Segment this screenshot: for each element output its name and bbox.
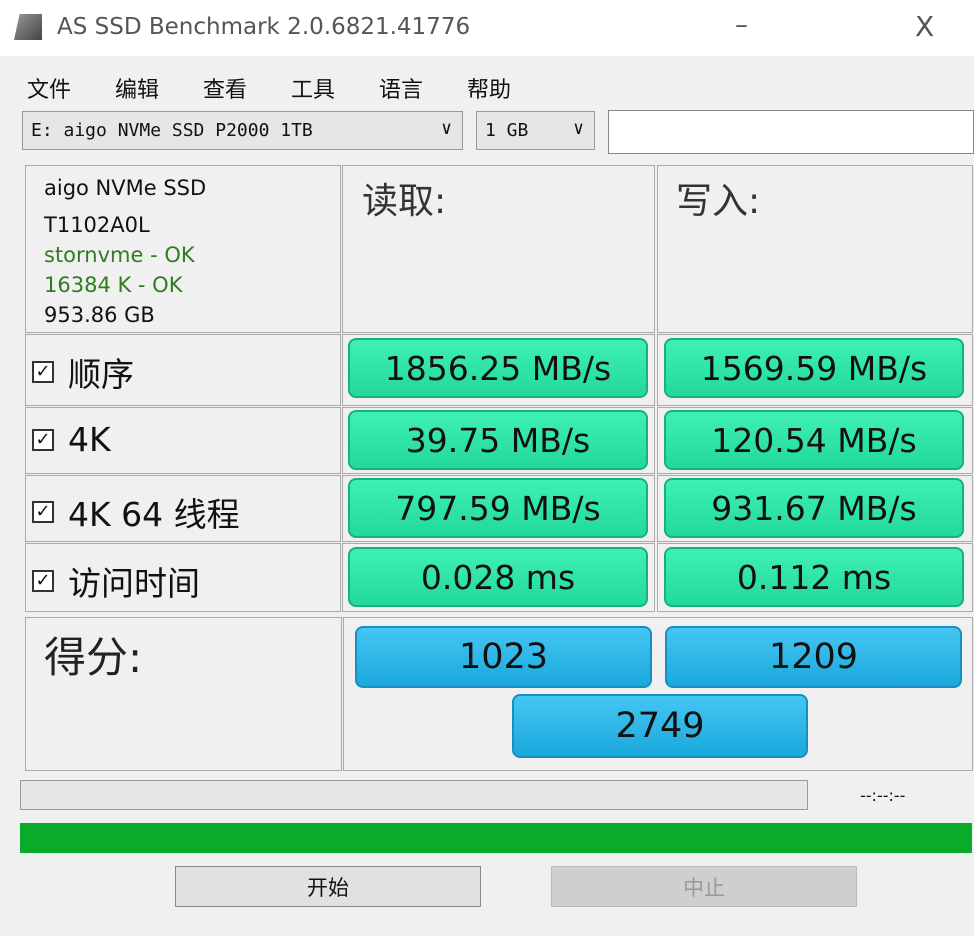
write-score: 1209 <box>665 626 962 688</box>
4k-checkbox[interactable]: ✓ 4K <box>32 420 111 459</box>
row-4k64 <box>25 475 341 542</box>
4k64-write-result: 931.67 MB/s <box>664 478 964 538</box>
window-title: AS SSD Benchmark 2.0.6821.41776 <box>57 14 471 40</box>
menu-tools[interactable]: 工具 <box>291 78 336 103</box>
write-header: 写入: <box>676 181 761 222</box>
row-seq <box>25 334 341 406</box>
total-score: 2749 <box>512 694 808 758</box>
checkbox-icon[interactable]: ✓ <box>32 361 54 383</box>
seq-write-result: 1569.59 MB/s <box>664 338 964 398</box>
4k64-checkbox[interactable]: ✓ 4K 64 线程 <box>32 488 240 536</box>
drive-select[interactable]: E: aigo NVMe SSD P2000 1TB ∨ <box>22 111 463 150</box>
chevron-down-icon: ∨ <box>573 118 584 139</box>
access-label: 访问时间 <box>68 564 200 603</box>
4k-read-result: 39.75 MB/s <box>348 410 648 470</box>
title-bar: AS SSD Benchmark 2.0.6821.41776 – X <box>0 0 974 56</box>
4k64-read-result: 797.59 MB/s <box>348 478 648 538</box>
start-button[interactable]: 开始 <box>175 866 481 907</box>
4k-write-result: 120.54 MB/s <box>664 410 964 470</box>
row-access <box>25 543 341 612</box>
checkbox-icon[interactable]: ✓ <box>32 570 54 592</box>
seq-label: 顺序 <box>68 355 134 394</box>
driver-status: stornvme - OK <box>44 243 195 267</box>
checkbox-icon[interactable]: ✓ <box>32 428 54 451</box>
4k-label: 4K <box>68 420 111 459</box>
drive-info-panel <box>25 165 341 333</box>
seq-read-result: 1856.25 MB/s <box>348 338 648 398</box>
status-field <box>608 110 974 154</box>
overall-progress-bar <box>20 823 972 853</box>
seq-checkbox[interactable]: ✓ 顺序 <box>32 348 134 396</box>
size-select[interactable]: 1 GB ∨ <box>476 111 595 150</box>
score-label-cell <box>25 617 342 771</box>
minimize-button[interactable]: – <box>735 10 748 40</box>
checkbox-icon[interactable]: ✓ <box>32 501 54 523</box>
menu-edit[interactable]: 编辑 <box>115 78 160 103</box>
size-select-value: 1 GB <box>485 120 529 141</box>
read-header-cell <box>342 165 655 333</box>
write-header-cell <box>657 165 973 333</box>
drive-select-value: E: aigo NVMe SSD P2000 1TB <box>31 120 313 141</box>
score-label: 得分: <box>44 633 143 682</box>
abort-button[interactable]: 中止 <box>551 866 857 907</box>
test-progress-bar <box>20 780 808 810</box>
close-button[interactable]: X <box>915 10 935 43</box>
drive-capacity: 953.86 GB <box>44 303 155 327</box>
4k64-label: 4K 64 线程 <box>68 495 240 534</box>
access-read-result: 0.028 ms <box>348 547 648 607</box>
drive-model: aigo NVMe SSD <box>44 176 207 200</box>
menu-help[interactable]: 帮助 <box>467 78 512 103</box>
read-header: 读取: <box>362 181 447 222</box>
alignment-status: 16384 K - OK <box>44 273 183 297</box>
chevron-down-icon: ∨ <box>441 118 452 139</box>
row-4k <box>25 407 341 474</box>
drive-firmware: T1102A0L <box>44 213 150 237</box>
menu-view[interactable]: 查看 <box>203 78 248 103</box>
overall-progress-fill <box>20 823 972 853</box>
elapsed-time: --:--:-- <box>860 786 906 805</box>
access-write-result: 0.112 ms <box>664 547 964 607</box>
app-icon <box>14 14 42 40</box>
menu-file[interactable]: 文件 <box>27 78 72 103</box>
read-score: 1023 <box>355 626 652 688</box>
access-checkbox[interactable]: ✓ 访问时间 <box>32 557 200 605</box>
menu-language[interactable]: 语言 <box>379 78 424 103</box>
